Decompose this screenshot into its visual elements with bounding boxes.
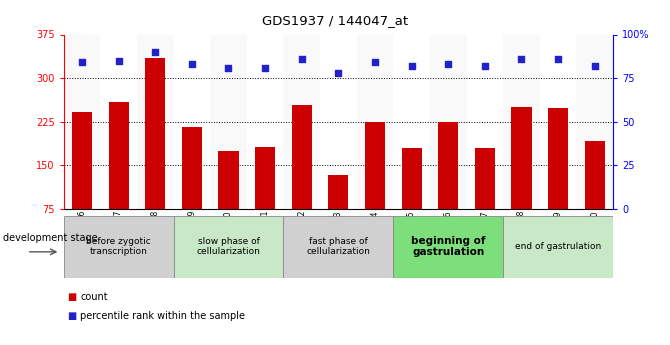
Point xyxy=(516,56,527,62)
Point xyxy=(480,63,490,69)
Bar xyxy=(174,216,283,278)
Point xyxy=(406,63,417,69)
Bar xyxy=(255,147,275,252)
Point xyxy=(370,60,381,65)
Bar xyxy=(109,102,129,252)
Text: fast phase of
cellularization: fast phase of cellularization xyxy=(306,237,371,256)
Bar xyxy=(100,34,137,209)
Bar xyxy=(430,34,466,209)
Text: ■: ■ xyxy=(67,292,76,302)
Point xyxy=(590,63,600,69)
Bar xyxy=(218,151,239,252)
Bar xyxy=(247,34,283,209)
Point xyxy=(113,58,124,63)
Bar xyxy=(503,216,613,278)
Bar xyxy=(393,216,503,278)
Point xyxy=(296,56,307,62)
Text: count: count xyxy=(80,292,108,302)
Bar xyxy=(365,122,385,252)
Bar xyxy=(283,34,320,209)
Bar xyxy=(145,58,165,252)
Text: ■: ■ xyxy=(67,311,76,321)
Bar xyxy=(401,148,421,252)
Bar xyxy=(320,34,356,209)
Bar xyxy=(548,108,568,252)
Bar xyxy=(137,34,174,209)
Bar xyxy=(511,107,531,252)
Point xyxy=(150,49,161,55)
Text: slow phase of
cellularization: slow phase of cellularization xyxy=(196,237,261,256)
Bar xyxy=(585,141,605,252)
Text: GDS1937 / 144047_at: GDS1937 / 144047_at xyxy=(262,14,408,27)
Point xyxy=(223,65,234,70)
Bar xyxy=(438,122,458,252)
Point xyxy=(76,60,87,65)
Text: before zygotic
transcription: before zygotic transcription xyxy=(86,237,151,256)
Text: end of gastrulation: end of gastrulation xyxy=(515,242,601,251)
Text: beginning of
gastrulation: beginning of gastrulation xyxy=(411,236,486,257)
Bar xyxy=(503,34,540,209)
Point xyxy=(186,61,197,67)
Bar xyxy=(64,34,100,209)
Bar xyxy=(210,34,247,209)
Point xyxy=(553,56,563,62)
Text: development stage: development stage xyxy=(3,233,98,243)
Bar xyxy=(64,216,174,278)
Bar xyxy=(356,34,393,209)
Point xyxy=(260,65,271,70)
Bar xyxy=(328,175,348,252)
Bar xyxy=(291,105,312,252)
Bar xyxy=(393,34,430,209)
Bar xyxy=(283,216,393,278)
Bar xyxy=(475,148,495,252)
Bar xyxy=(576,34,613,209)
Bar xyxy=(540,34,576,209)
Bar xyxy=(72,112,92,252)
Point xyxy=(443,61,454,67)
Point xyxy=(333,70,344,76)
Text: percentile rank within the sample: percentile rank within the sample xyxy=(80,311,245,321)
Bar xyxy=(174,34,210,209)
Bar xyxy=(182,127,202,252)
Bar xyxy=(466,34,503,209)
